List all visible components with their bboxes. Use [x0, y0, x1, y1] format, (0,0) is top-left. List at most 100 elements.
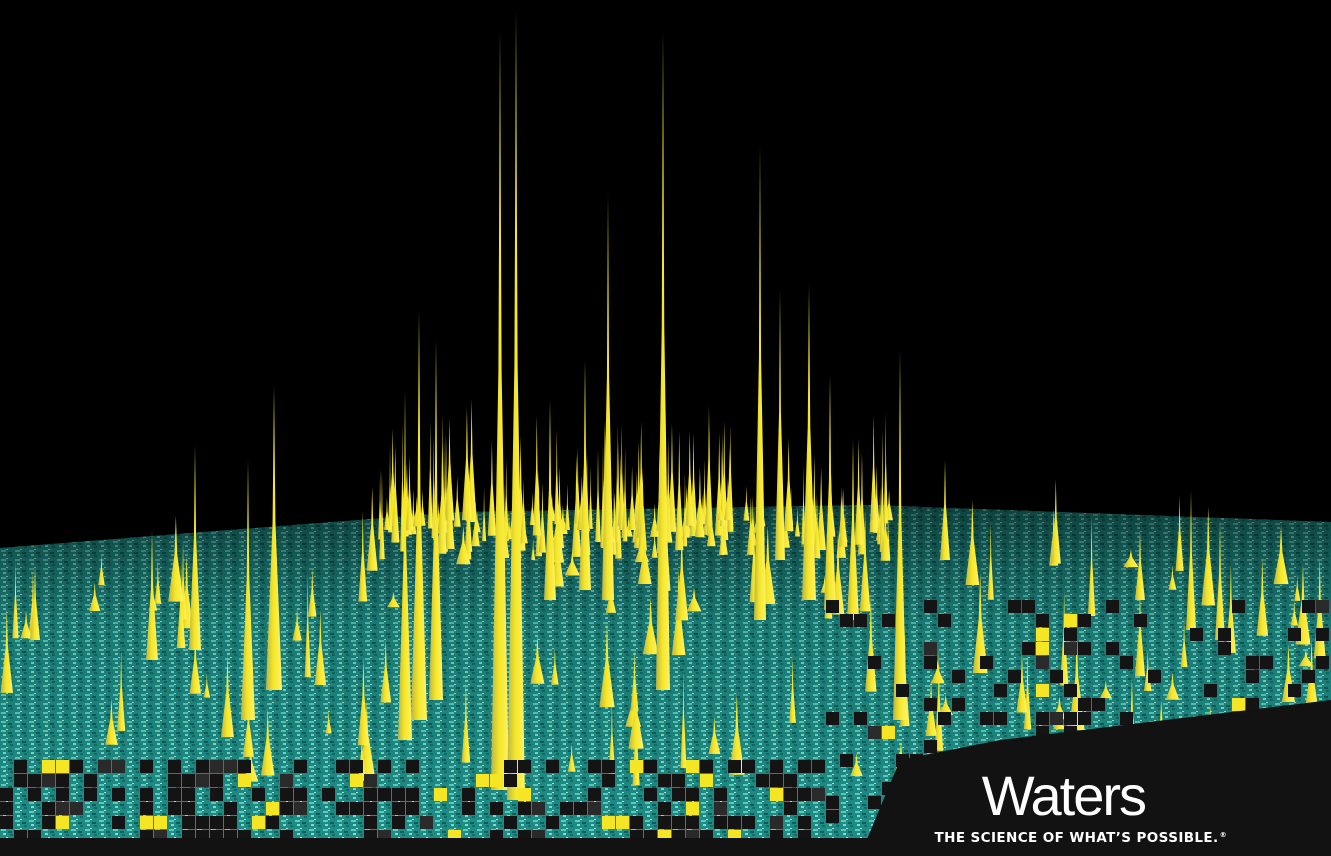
mosaic-tile: [1092, 698, 1105, 711]
mosaic-tile: [1316, 628, 1329, 641]
spectral-peak: [117, 648, 126, 731]
spectral-peak: [98, 553, 105, 586]
spectral-peak: [260, 707, 275, 776]
mosaic-tile: [224, 760, 237, 773]
spectral-peak: [519, 508, 528, 544]
mosaic-tile: [630, 816, 643, 829]
mosaic-tile: [1008, 670, 1021, 683]
mosaic-tile: [1316, 600, 1329, 613]
mosaic-tile: [1288, 684, 1301, 697]
mosaic-tile: [350, 802, 363, 815]
mosaic-tile: [756, 774, 769, 787]
mosaic-tile: [1246, 656, 1259, 669]
mosaic-tile: [798, 816, 811, 829]
spectral-peak: [304, 573, 311, 678]
mosaic-tile: [140, 760, 153, 773]
spectral-peak: [391, 444, 400, 543]
mosaic-tile: [98, 760, 111, 773]
mosaic-tile: [1316, 656, 1329, 669]
spectral-peak: [358, 510, 368, 602]
spectral-peak: [1175, 495, 1184, 571]
mosaic-tile: [826, 810, 839, 823]
mosaic-tile: [742, 816, 755, 829]
spectral-peak: [30, 565, 40, 640]
spectral-peak: [638, 466, 647, 551]
mosaic-tile: [406, 788, 419, 801]
spectral-peak: [1087, 516, 1096, 616]
mosaic-tile: [882, 726, 895, 739]
mosaic-tile: [812, 760, 825, 773]
spectral-peak: [554, 428, 560, 525]
mosaic-tile: [1260, 656, 1273, 669]
spectral-peak: [325, 709, 332, 734]
mosaic-tile: [658, 816, 671, 829]
spectral-peak: [1186, 490, 1196, 630]
waters-logo[interactable]: Waters THE SCIENCE OF WHAT’S POSSIBLE.®: [935, 768, 1227, 847]
mosaic-tile: [196, 774, 209, 787]
mosaic-tile: [490, 774, 503, 787]
spectral-peak: [521, 478, 527, 535]
mosaic-tile: [0, 802, 13, 815]
mosaic-tile: [56, 774, 69, 787]
mosaic-tile: [532, 802, 545, 815]
spectral-peak: [637, 526, 652, 584]
mosaic-tile: [112, 788, 125, 801]
brand-tagline: THE SCIENCE OF WHAT’S POSSIBLE.®: [935, 830, 1227, 846]
mosaic-tile: [1288, 628, 1301, 641]
spectral-peak: [20, 610, 32, 639]
mosaic-tile: [924, 656, 937, 669]
mosaic-tile: [560, 802, 573, 815]
mosaic-tile: [70, 802, 83, 815]
mosaic-tile: [812, 788, 825, 801]
mosaic-tile: [1036, 614, 1049, 627]
mosaic-tile: [210, 788, 223, 801]
mosaic-tile: [1246, 698, 1259, 711]
spectral-peak: [869, 415, 878, 533]
spectral-peak: [802, 285, 816, 600]
mosaic-tile: [1218, 628, 1231, 641]
mosaic-tile: [854, 712, 867, 725]
spectral-peak: [0, 608, 13, 693]
spectral-peak: [728, 693, 745, 775]
mosaic-tile: [714, 816, 727, 829]
mosaic-tile: [700, 774, 713, 787]
spectral-peak: [847, 440, 859, 620]
mosaic-tile: [490, 802, 503, 815]
mosaic-tile: [518, 788, 531, 801]
mosaic-tile: [1064, 628, 1077, 641]
mosaic-tile: [238, 774, 251, 787]
spectral-peak: [746, 495, 755, 555]
spectral-peak: [965, 500, 980, 585]
spectral-peak: [602, 195, 614, 600]
mosaic-tile: [1050, 670, 1063, 683]
mosaic-tile: [504, 774, 517, 787]
spectral-peak: [427, 420, 433, 529]
mosaic-tile: [1078, 712, 1091, 725]
spectral-peak: [1215, 520, 1225, 640]
mosaic-tile: [1022, 600, 1035, 613]
mosaic-tile: [826, 796, 839, 809]
spectral-peak: [471, 500, 480, 547]
mosaic-tile: [1036, 656, 1049, 669]
spectral-peak: [599, 622, 615, 708]
mosaic-tile: [686, 760, 699, 773]
mosaic-tile: [994, 712, 1007, 725]
mosaic-tile: [476, 774, 489, 787]
spectral-peak: [1298, 649, 1314, 667]
mosaic-tile: [140, 802, 153, 815]
mosaic-tile: [1134, 614, 1147, 627]
mosaic-tile: [1022, 642, 1035, 655]
mosaic-tile: [462, 788, 475, 801]
mosaic-tile: [602, 774, 615, 787]
mosaic-tile: [392, 802, 405, 815]
mosaic-tile: [252, 816, 265, 829]
mosaic-tile: [1232, 698, 1245, 711]
spectral-peak: [400, 422, 405, 552]
spectral-peak: [1168, 564, 1177, 590]
mosaic-tile: [1106, 600, 1119, 613]
spectral-peak: [429, 340, 443, 700]
spectral-peak: [838, 487, 848, 547]
mosaic-tile: [1232, 600, 1245, 613]
